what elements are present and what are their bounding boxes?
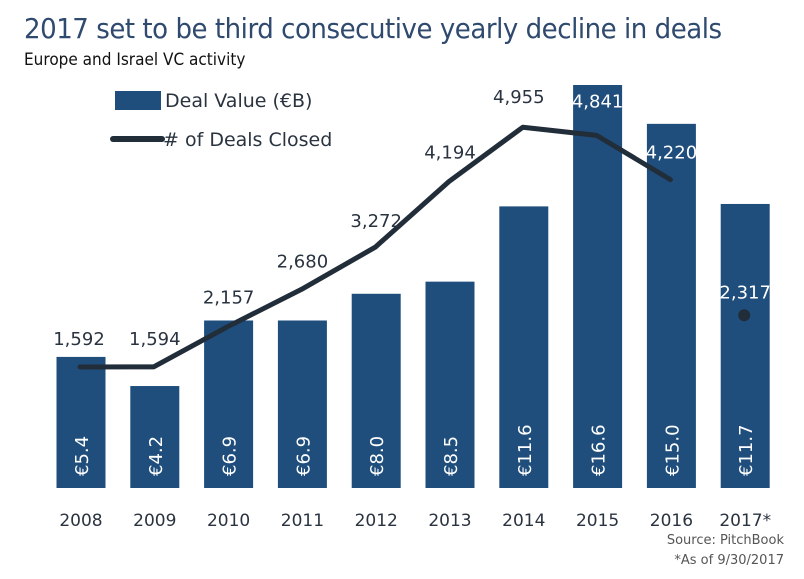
x-tick-label: 2010 [207,511,250,531]
bar-value-label: €6.9 [220,436,241,476]
deals-value-label: 4,194 [424,142,476,163]
x-tick-label: 2017* [719,511,771,531]
bar-value-label: €8.5 [441,436,462,476]
bar-2017 [720,203,770,488]
deals-value-label: 3,272 [350,211,402,232]
bar-2015 [573,85,623,488]
deals-point-2017 [738,309,751,322]
bar-value-label: €5.4 [72,436,93,476]
x-tick-label: 2008 [59,511,102,531]
x-tick-label: 2009 [133,511,176,531]
footnote: *As of 9/30/2017 [674,553,784,568]
legend: Deal Value (€B) # of Deals Closed [110,90,332,151]
chart-title: 2017 set to be third consecutive yearly … [24,12,722,45]
chart-subtitle: Europe and Israel VC activity [24,50,246,70]
legend-label-deals-closed: # of Deals Closed [163,129,332,151]
deals-value-label: 4,955 [493,87,545,108]
x-tick-label: 2013 [428,511,471,531]
bar-2010 [204,320,254,488]
deals-value-label: 2,317 [719,282,771,303]
bar-2011 [277,320,327,488]
source-note: Source: PitchBook [666,533,784,548]
x-tick-label: 2011 [281,511,324,531]
bar-value-label: €4.2 [146,436,167,476]
bar-value-label: €15.0 [662,424,683,476]
deals-value-label: 2,680 [277,251,329,272]
deals-value-label: 2,157 [203,288,255,309]
legend-swatch-deal-value [115,91,161,110]
deals-value-label: 1,592 [53,329,105,350]
bar-2009 [130,386,180,488]
bar-2008 [56,356,106,488]
x-tick-label: 2012 [355,511,398,531]
deals-value-label: 4,220 [646,143,698,164]
x-tick-label: 2014 [502,511,545,531]
bar-2016 [646,123,696,488]
legend-label-deal-value: Deal Value (€B) [165,90,312,112]
bar-value-label: €6.9 [293,436,314,476]
deals-value-label: 1,594 [129,329,181,350]
bar-value-label: €8.0 [367,436,388,476]
deals-value-label: 4,841 [572,91,624,112]
bar-value-label: €16.6 [589,424,610,476]
x-tick-label: 2015 [576,511,619,531]
bar-value-label: €11.7 [736,424,757,476]
x-tick-label: 2016 [650,511,693,531]
bar-2014 [499,206,549,488]
bar-2012 [351,293,401,488]
bar-value-label: €11.6 [515,424,536,476]
bar-2013 [425,281,475,488]
